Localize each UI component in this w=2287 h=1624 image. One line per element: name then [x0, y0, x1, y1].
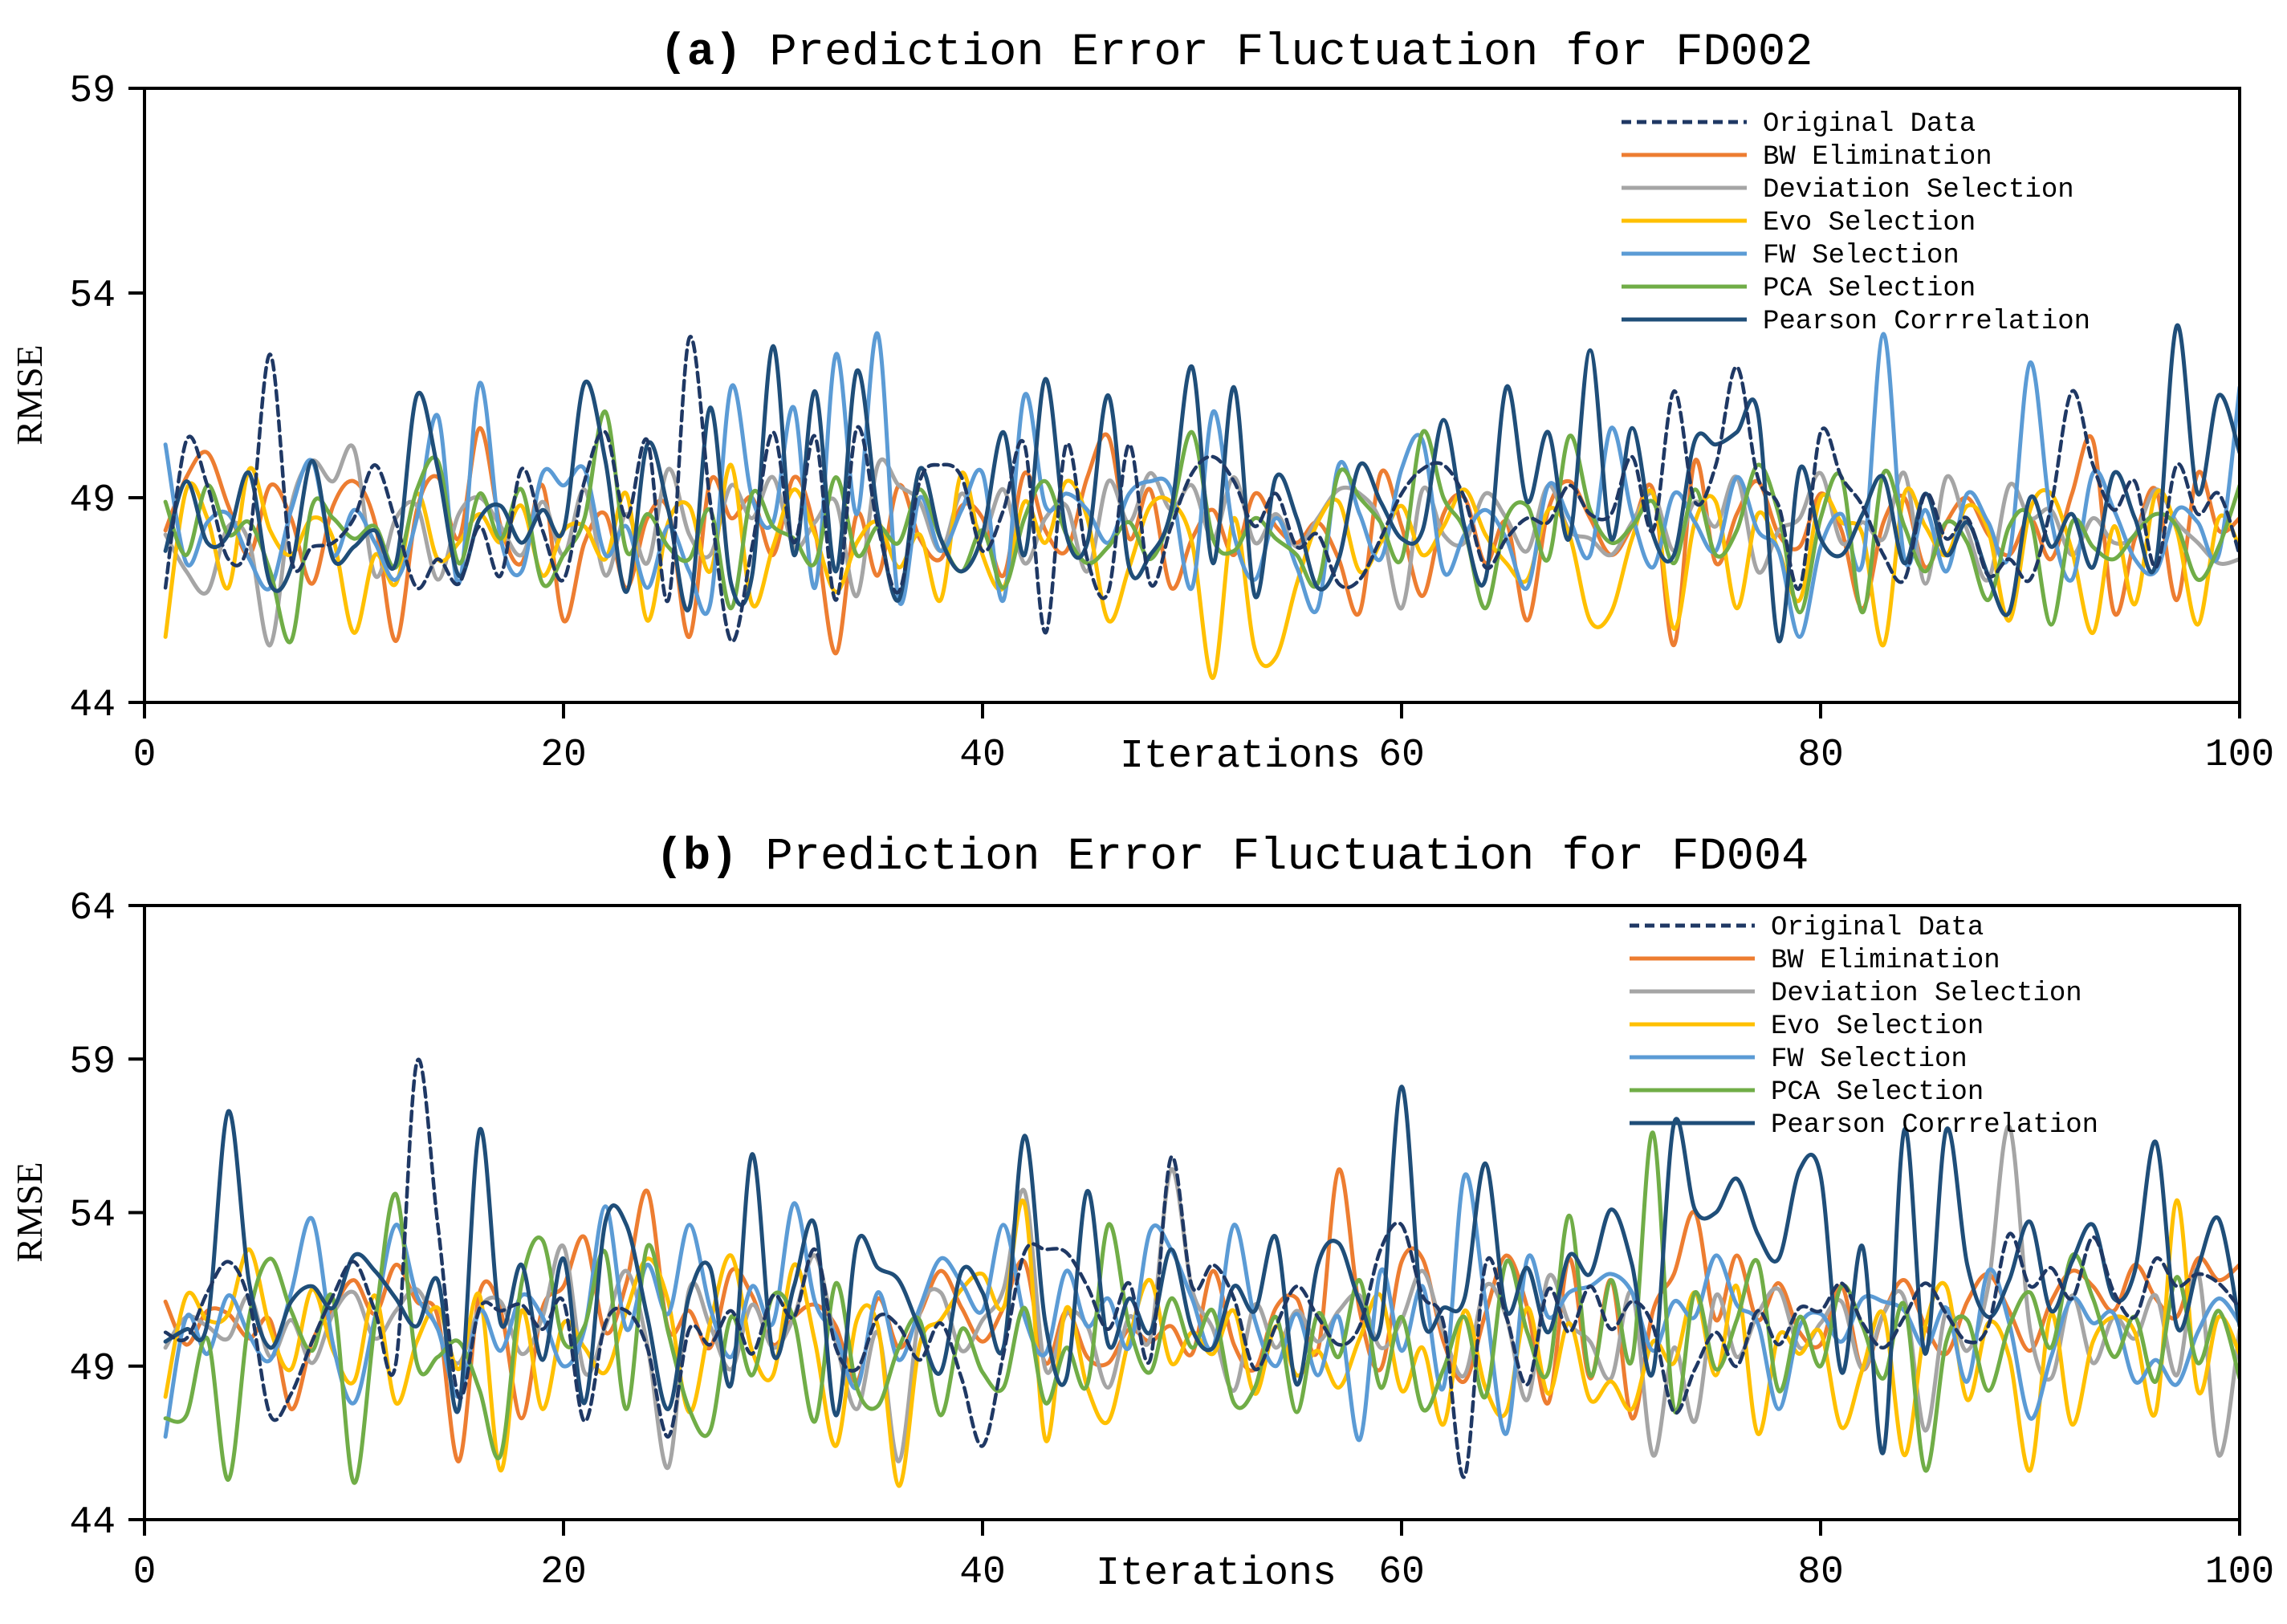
series-line-original-data-a	[163, 335, 2240, 644]
x-tick-label-a: 0	[133, 734, 157, 777]
series-line-pearson-corrrelation-a	[163, 324, 2240, 644]
x-tick-label-b: 100	[2205, 1551, 2274, 1594]
series-line-fw-selection-b	[163, 1172, 2240, 1443]
chart-title-b: (b) Prediction Error Fluctuation for FD0…	[656, 832, 1809, 883]
y-tick-label-b: 44	[69, 1501, 116, 1545]
legend-label-original-data-a: Original Data	[1763, 109, 1976, 140]
x-tick-label-a: 20	[540, 734, 587, 777]
series-line-original-data-b	[163, 1057, 2240, 1479]
y-tick-label-b: 54	[69, 1195, 116, 1238]
legend-label-fw-selection-b: FW Selection	[1771, 1044, 1968, 1075]
legend-label-pearson-corrrelation-a: Pearson Corrrelation	[1763, 307, 2090, 337]
x-tick-label-b: 60	[1378, 1551, 1425, 1594]
x-tick-label-a: 60	[1378, 734, 1425, 777]
series-line-pearson-corrrelation-b	[163, 1085, 2240, 1455]
legend-label-bw-elimination-b: BW Elimination	[1771, 946, 2000, 976]
legend-label-pca-selection-b: PCA Selection	[1771, 1077, 1984, 1108]
series-line-evo-selection-a	[163, 462, 2240, 680]
ticks-layer-a: 0 20 40 60 80 100 44 49 54 59	[69, 70, 2274, 777]
series-line-fw-selection-a	[163, 331, 2240, 639]
y-tick-label-b: 49	[69, 1348, 116, 1391]
legend-label-evo-selection-b: Evo Selection	[1771, 1011, 1984, 1042]
x-tick-label-b: 40	[959, 1551, 1006, 1594]
legend-label-deviation-selection-b: Deviation Selection	[1771, 979, 2082, 1009]
x-tick-label-b: 0	[133, 1551, 157, 1594]
legend-label-evo-selection-a: Evo Selection	[1763, 208, 1976, 238]
y-tick-label-a: 54	[69, 275, 116, 318]
chart-title-a: (a) Prediction Error Fluctuation for FD0…	[660, 27, 1813, 79]
legend-label-deviation-selection-a: Deviation Selection	[1763, 175, 2074, 206]
panel-a: (a) Prediction Error Fluctuation for FD0…	[9, 27, 2274, 779]
y-tick-label-b: 64	[69, 887, 116, 930]
x-tick-label-b: 20	[540, 1551, 587, 1594]
series-layer-b	[163, 1057, 2240, 1488]
y-tick-label-b: 59	[69, 1040, 116, 1084]
series-layer-a	[163, 324, 2240, 680]
x-axis-label-a: Iterations	[1120, 734, 1361, 779]
y-axis-label-b: RMSE	[9, 1162, 50, 1262]
series-line-bw-elimination-a	[163, 425, 2240, 656]
y-axis-label-a: RMSE	[9, 344, 50, 445]
legend-label-fw-selection-a: FW Selection	[1763, 241, 1959, 271]
x-tick-label-a: 80	[1797, 734, 1844, 777]
panel-b: (b) Prediction Error Fluctuation for FD0…	[9, 832, 2274, 1597]
ticks-layer-b: 0 20 40 60 80 100 44 49 54 59 64	[69, 887, 2274, 1594]
y-tick-label-a: 44	[69, 684, 116, 727]
legend-label-original-data-b: Original Data	[1771, 913, 1984, 943]
x-axis-label-b: Iterations	[1096, 1551, 1337, 1597]
y-tick-label-a: 59	[69, 70, 116, 113]
plot-frame-a	[143, 87, 2241, 704]
x-tick-label-a: 100	[2205, 734, 2274, 777]
legend-label-bw-elimination-a: BW Elimination	[1763, 142, 1992, 173]
x-tick-label-b: 80	[1797, 1551, 1844, 1594]
legend-label-pca-selection-a: PCA Selection	[1763, 274, 1976, 304]
y-tick-label-a: 49	[69, 479, 116, 523]
legend-label-pearson-corrrelation-b: Pearson Corrrelation	[1771, 1110, 2098, 1141]
x-tick-label-a: 40	[959, 734, 1006, 777]
